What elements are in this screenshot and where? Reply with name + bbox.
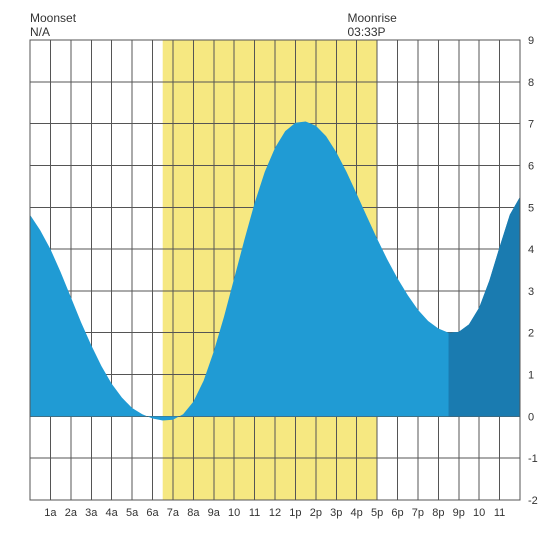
x-tick-label: 8a bbox=[187, 507, 200, 519]
y-tick-label: 5 bbox=[528, 202, 534, 214]
y-tick-label: 2 bbox=[528, 328, 534, 340]
x-tick-label: 10 bbox=[228, 507, 240, 519]
x-tick-label: 7a bbox=[167, 507, 180, 519]
x-tick-label: 7p bbox=[412, 507, 424, 519]
x-tick-label: 4a bbox=[106, 507, 119, 519]
moonset-title: Moonset bbox=[30, 11, 77, 25]
y-tick-label: 7 bbox=[528, 119, 534, 131]
y-tick-label: 3 bbox=[528, 286, 534, 298]
x-tick-label: 6p bbox=[391, 507, 403, 519]
x-tick-label: 1a bbox=[44, 507, 57, 519]
x-tick-label: 9a bbox=[208, 507, 221, 519]
x-tick-label: 11 bbox=[494, 507, 505, 519]
y-tick-label: 6 bbox=[528, 160, 534, 172]
moonset-value: N/A bbox=[30, 25, 50, 39]
x-tick-label: 3a bbox=[85, 507, 98, 519]
y-tick-label: -1 bbox=[528, 453, 538, 465]
x-tick-label: 8p bbox=[432, 507, 444, 519]
y-tick-label: -2 bbox=[528, 495, 538, 507]
y-tick-label: 4 bbox=[528, 244, 534, 256]
x-tick-label: 3p bbox=[330, 507, 342, 519]
tide-chart: -2-101234567891a2a3a4a5a6a7a8a9a1011121p… bbox=[10, 10, 540, 540]
y-tick-label: 0 bbox=[528, 411, 534, 423]
x-tick-label: 6a bbox=[146, 507, 159, 519]
x-tick-label: 1p bbox=[289, 507, 301, 519]
x-tick-label: 5p bbox=[371, 507, 383, 519]
y-tick-label: 8 bbox=[528, 77, 534, 89]
x-tick-label: 12 bbox=[269, 507, 281, 519]
x-tick-label: 11 bbox=[249, 507, 260, 519]
moonrise-title: Moonrise bbox=[347, 11, 397, 25]
x-tick-label: 2p bbox=[310, 507, 322, 519]
tide-chart-svg: -2-101234567891a2a3a4a5a6a7a8a9a1011121p… bbox=[10, 10, 540, 540]
x-tick-label: 4p bbox=[351, 507, 363, 519]
x-tick-label: 5a bbox=[126, 507, 139, 519]
x-tick-label: 2a bbox=[65, 507, 78, 519]
y-tick-label: 9 bbox=[528, 35, 534, 47]
x-tick-label: 9p bbox=[453, 507, 465, 519]
moonrise-value: 03:33P bbox=[347, 25, 385, 39]
x-tick-label: 10 bbox=[473, 507, 485, 519]
y-tick-label: 1 bbox=[528, 370, 534, 382]
